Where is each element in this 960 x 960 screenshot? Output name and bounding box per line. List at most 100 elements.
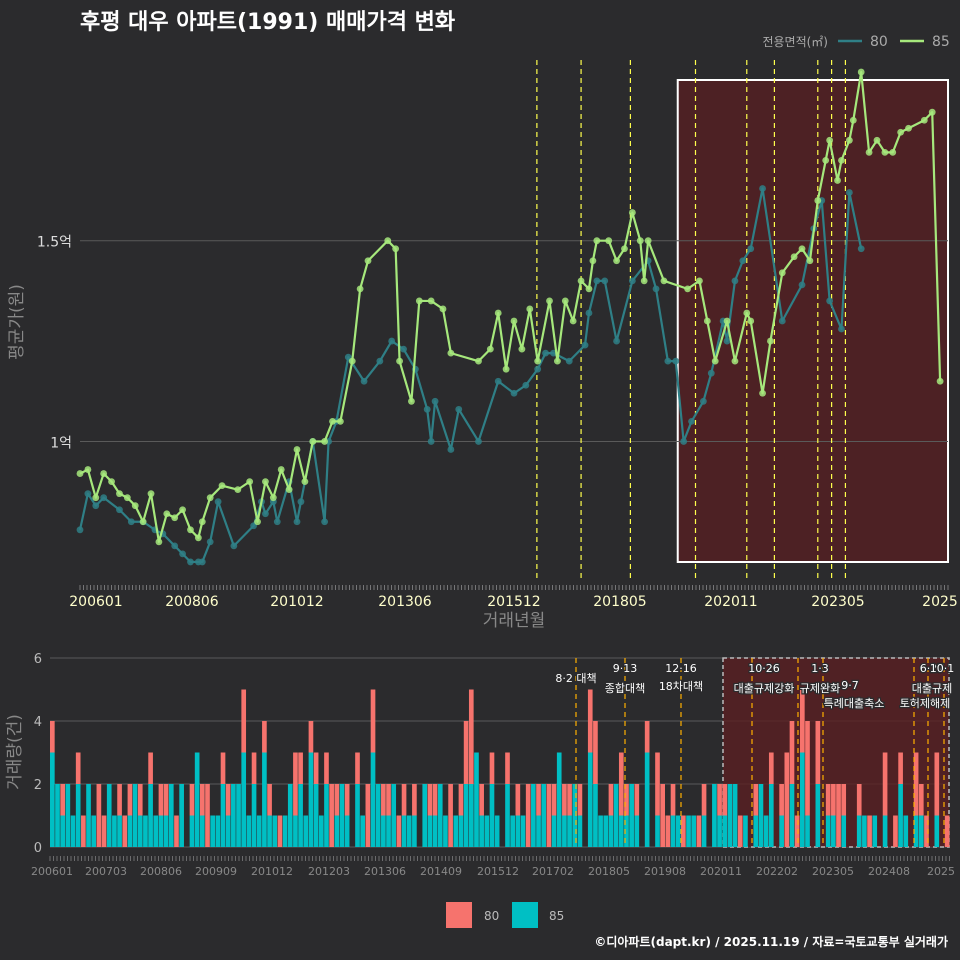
data-point-80 xyxy=(273,518,281,526)
legend-label-85: 85 xyxy=(932,34,950,50)
chart-title: 후평 대우 아파트(1991) 매매가격 변화 xyxy=(80,10,456,35)
data-point-80 xyxy=(680,438,688,445)
bar-85 xyxy=(401,815,407,847)
data-point-85 xyxy=(179,506,186,514)
bar-85 xyxy=(215,815,221,847)
data-point-80 xyxy=(400,345,407,353)
bar-85 xyxy=(50,752,55,847)
bar-85 xyxy=(262,752,267,847)
data-point-85 xyxy=(873,136,881,144)
bar-85 xyxy=(127,815,133,847)
bar-85 xyxy=(572,784,578,847)
bar-85 xyxy=(75,784,81,847)
data-point-80 xyxy=(179,550,186,558)
data-point-85 xyxy=(139,518,147,526)
data-point-80 xyxy=(565,357,573,365)
event-annotation: 특례대출축소 xyxy=(824,697,885,710)
bar-85 xyxy=(722,815,728,847)
data-point-80 xyxy=(214,498,222,506)
event-annotation: 대출규제 xyxy=(912,682,952,695)
bar-80 xyxy=(189,784,195,816)
event-annotation: 10·26 xyxy=(748,662,780,675)
bar-85 xyxy=(246,815,252,847)
data-point-85 xyxy=(194,534,202,542)
bar-85 xyxy=(158,815,164,847)
bar-85 xyxy=(251,784,257,847)
bar-80 xyxy=(344,784,350,816)
bar-85 xyxy=(520,815,526,847)
bar-80 xyxy=(251,752,257,784)
event-annotation: 1·3 xyxy=(811,662,829,675)
data-point-80 xyxy=(198,558,206,566)
bar-85 xyxy=(189,815,195,847)
bar-80 xyxy=(634,784,640,816)
data-point-80 xyxy=(321,518,329,526)
bar-85 xyxy=(670,815,676,847)
event-annotation: 대출규제강화 xyxy=(734,682,795,695)
event-annotation: 9·7 xyxy=(841,679,859,692)
data-point-85 xyxy=(696,277,703,285)
data-point-85 xyxy=(392,245,400,253)
event-annotation: 8·2 대책 xyxy=(555,672,596,685)
x-tick-label: 202202 xyxy=(756,865,798,878)
bar-80 xyxy=(117,784,122,816)
bar-80 xyxy=(867,815,872,847)
bar-80 xyxy=(101,815,107,847)
bar-80 xyxy=(148,752,153,784)
bar-80 xyxy=(386,784,391,816)
bar-85 xyxy=(789,784,795,847)
data-point-80 xyxy=(731,277,739,285)
bar-85 xyxy=(293,815,298,847)
bar-85 xyxy=(386,815,391,847)
bar-80 xyxy=(608,784,614,816)
data-point-80 xyxy=(628,277,636,285)
x-tick-label: 2025 xyxy=(922,594,958,610)
legend-label-85: 85 xyxy=(549,909,564,923)
data-point-80 xyxy=(522,381,530,389)
bar-80 xyxy=(624,784,629,816)
bar-80 xyxy=(618,752,624,816)
bar-85 xyxy=(381,815,386,847)
bar-85 xyxy=(458,815,464,847)
bar-80 xyxy=(753,784,759,816)
bar-80 xyxy=(805,721,810,816)
bar-85 xyxy=(862,815,867,847)
bar-85 xyxy=(913,815,919,847)
data-point-80 xyxy=(688,417,695,425)
data-point-80 xyxy=(798,281,806,289)
bar-85 xyxy=(800,752,805,847)
data-point-80 xyxy=(262,510,269,518)
event-annotation: 규제완화 xyxy=(800,682,840,695)
data-point-80 xyxy=(100,494,108,502)
data-point-85 xyxy=(329,417,336,425)
bar-85 xyxy=(825,815,831,847)
bar-85 xyxy=(587,752,593,847)
bar-85 xyxy=(412,815,417,847)
data-point-85 xyxy=(767,337,774,345)
data-point-85 xyxy=(131,502,139,510)
bar-85 xyxy=(391,784,397,847)
x-tick-label: 201908 xyxy=(644,865,686,878)
data-point-85 xyxy=(605,237,613,245)
bar-80 xyxy=(220,752,226,784)
data-point-80 xyxy=(360,377,368,385)
data-point-80 xyxy=(76,526,84,534)
series-line-85 xyxy=(79,70,942,543)
data-point-85 xyxy=(640,277,648,285)
event-annotation: 18차대책 xyxy=(659,680,703,693)
data-point-85 xyxy=(798,245,806,253)
y-axis-title: 평균가(원) xyxy=(7,284,27,360)
bar-80 xyxy=(298,752,303,784)
data-point-85 xyxy=(905,124,912,132)
bar-80 xyxy=(546,784,552,847)
data-point-80 xyxy=(293,518,301,526)
bar-85 xyxy=(148,784,153,847)
data-point-80 xyxy=(447,446,455,453)
data-point-80 xyxy=(747,245,755,253)
data-point-85 xyxy=(711,357,719,365)
data-point-85 xyxy=(269,494,277,502)
data-point-85 xyxy=(364,257,372,265)
x-tick-label: 202011 xyxy=(700,865,742,878)
bar-80 xyxy=(158,784,164,816)
bar-85 xyxy=(220,784,226,847)
